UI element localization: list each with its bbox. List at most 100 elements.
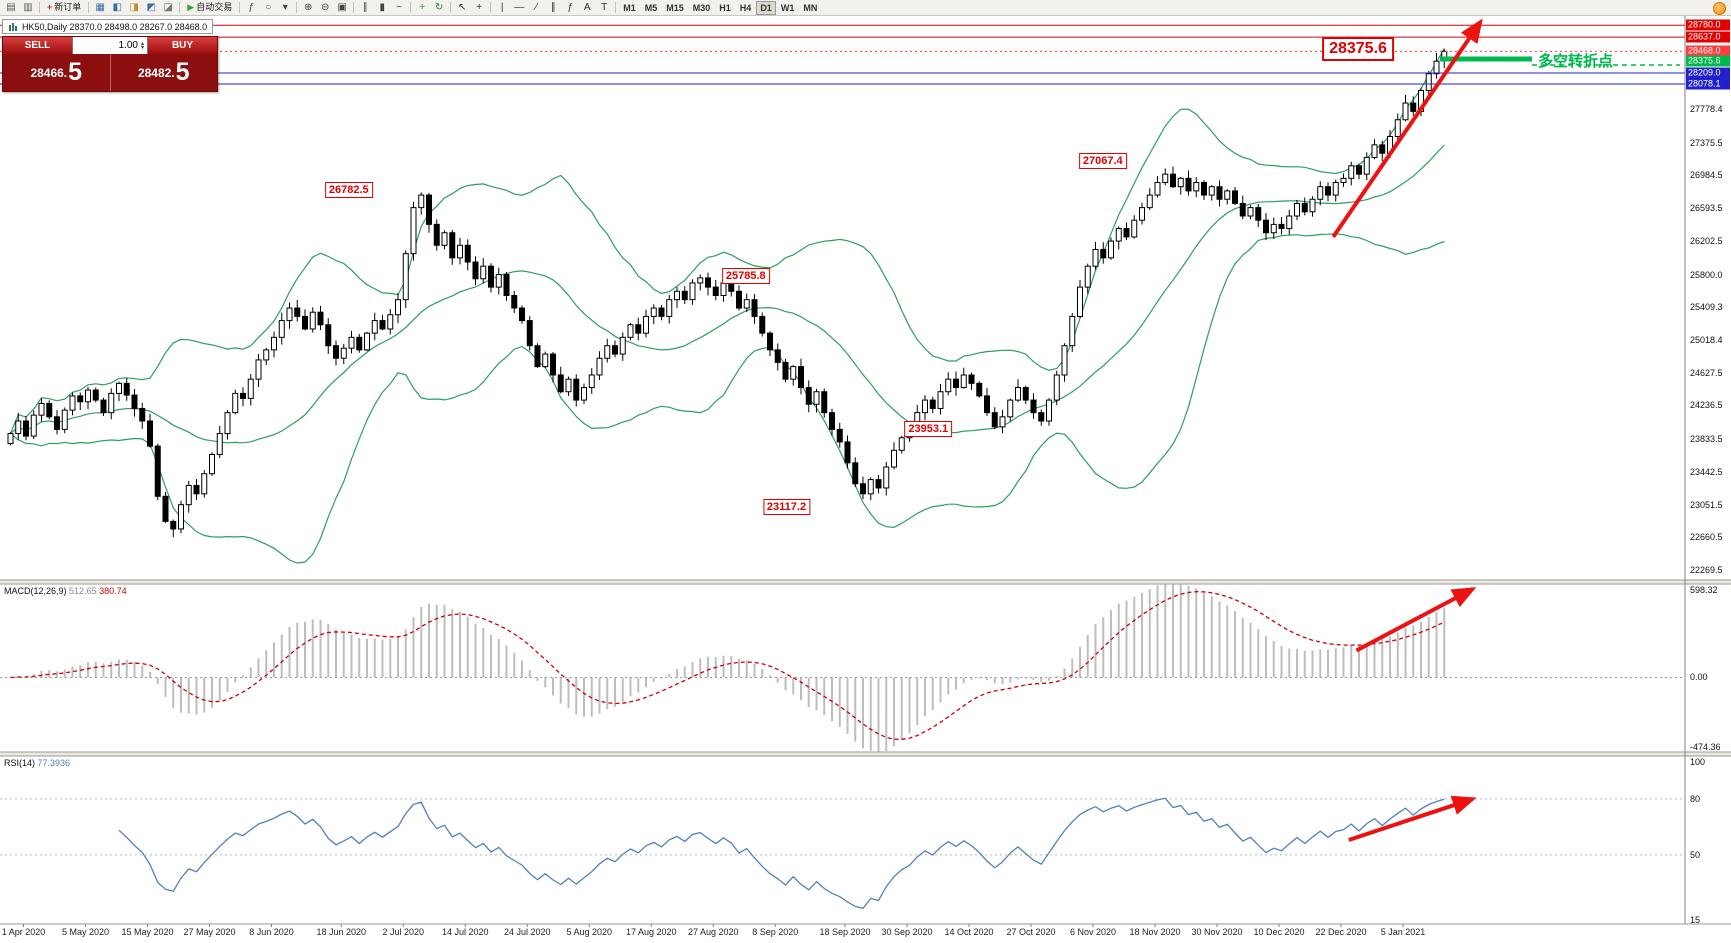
toolbar-separator: [88, 2, 90, 13]
time-axis-label: 6 Nov 2020: [1069, 927, 1117, 937]
trendline-icon[interactable]: ⁄: [535, 1, 538, 13]
fibonacci-icon[interactable]: ƒ: [567, 1, 573, 13]
candle-chart-type-icon[interactable]: ▮: [379, 1, 385, 13]
time-axis-label: 30 Sep 2020: [881, 927, 933, 937]
toolbar-separator: [296, 2, 298, 13]
time-axis-label: 5 Aug 2020: [566, 927, 613, 937]
time-axis-label: 1 Apr 2020: [1, 927, 46, 937]
macd-axis-label: -474.36: [1690, 741, 1721, 752]
tile-windows-icon[interactable]: ▣: [337, 1, 347, 13]
price-axis-label: 23442.5: [1690, 466, 1723, 477]
autotrade-button[interactable]: ▶ 自动交易: [183, 1, 236, 15]
one-click-trading-panel: SELL 1.00 ▴ ▾ BUY 28466. 5 28482. 5: [2, 36, 218, 92]
toolbar-separator: [39, 2, 40, 13]
toolbar-separator: [410, 2, 412, 13]
notification-icon[interactable]: [1713, 2, 1726, 15]
cursor-icon[interactable]: ↖: [458, 1, 467, 13]
arrow-tool-icon[interactable]: T: [601, 1, 608, 13]
volume-stepper[interactable]: ▴ ▾: [140, 40, 144, 51]
rsi-axis-label: 100: [1690, 756, 1706, 767]
time-axis-label: 18 Jun 2020: [316, 927, 367, 937]
time-axis-label: 27 May 2020: [183, 927, 236, 937]
macd-histogram: [0, 584, 1685, 752]
sell-price[interactable]: 28466. 5: [30, 58, 83, 86]
time-axis-label: 27 Oct 2020: [1006, 927, 1056, 937]
timeframe-button-m15[interactable]: M15: [666, 2, 684, 13]
text-label-icon[interactable]: A: [583, 1, 591, 13]
rsi-axis-label: 50: [1690, 849, 1701, 860]
new-order-button[interactable]: + 新订单: [43, 1, 85, 15]
time-axis-label: 22 Dec 2020: [1315, 927, 1367, 937]
horizontal-line-icon[interactable]: ―: [514, 1, 525, 13]
autotrade-button-label: 自动交易: [196, 2, 233, 12]
sell-button[interactable]: SELL: [3, 37, 72, 54]
rsi-value: 77.3936: [37, 758, 71, 768]
new-chart-icon[interactable]: ▤: [6, 1, 16, 13]
price-axis-label: 23833.5: [1690, 434, 1723, 445]
time-axis-label: 24 Jul 2020: [503, 927, 551, 937]
timeframe-button-m1[interactable]: M1: [623, 2, 636, 13]
zoom-out-icon[interactable]: ⊖: [321, 1, 330, 13]
new-order-icon: +: [47, 2, 53, 12]
price-axis-label: 25409.3: [1690, 302, 1723, 313]
profiles-icon[interactable]: ▥: [23, 1, 33, 13]
rsi-levels: [0, 798, 1685, 856]
price-axis-label: 26984.5: [1690, 170, 1723, 181]
timeframe-button-d1[interactable]: D1: [756, 0, 776, 15]
price-axis-tag: 28209.0: [1686, 67, 1730, 79]
zoom-in-icon[interactable]: ⊕: [304, 1, 313, 13]
volume-input[interactable]: 1.00 ▴ ▾: [72, 37, 148, 54]
periods-icon[interactable]: ○: [265, 1, 272, 13]
timeframe-button-h1[interactable]: H1: [719, 2, 731, 13]
new-order-button-label: 新订单: [54, 2, 82, 12]
time-axis-label: 27 Aug 2020: [687, 927, 739, 937]
trend-arrows[interactable]: [1331, 18, 1483, 842]
channel-icon[interactable]: ∥: [550, 1, 556, 13]
navigator-icon[interactable]: ◨: [129, 1, 139, 13]
line-chart-type-icon[interactable]: ~: [396, 1, 403, 13]
main-toolbar: ▤ ▥ + 新订单 ▦ ◧ ◨ ◩ ◪ ▶ 自动交易 ƒ ○ ▾ ⊕ ⊖ ▣ ∥ ▮ ~ + ↻ ↖ + | ― ⁄ ∥ ƒ A T M1 M5…: [0, 0, 1731, 16]
price-axis-tag: 28780.0: [1686, 19, 1730, 31]
bar-chart-type-icon[interactable]: ∥: [362, 1, 368, 13]
price-annotation[interactable]: 27067.4: [1078, 152, 1127, 169]
timeframe-button-w1[interactable]: W1: [780, 2, 795, 13]
price-annotation[interactable]: 28375.6: [1322, 37, 1394, 62]
time-axis-label: 2 Jul 2020: [382, 927, 425, 937]
price-axis-label: 22269.5: [1690, 565, 1723, 575]
refresh-icon[interactable]: ↻: [435, 1, 444, 13]
macd-value: 512.65: [69, 586, 97, 596]
indicators-icon[interactable]: ƒ: [248, 1, 254, 13]
price-axis-label: 26202.5: [1690, 235, 1723, 246]
templates-icon[interactable]: ▾: [282, 1, 288, 13]
time-axis-label: 15 May 2020: [121, 927, 174, 937]
rsi-indicator-label: RSI(14) 77.3936: [4, 758, 70, 768]
toolbar-separator: [490, 2, 492, 13]
time-axis-label: 5 May 2020: [61, 927, 110, 937]
timeframe-button-h4[interactable]: H4: [739, 2, 752, 13]
price-annotation[interactable]: 23953.1: [904, 421, 953, 438]
toolbar-separator: [179, 2, 181, 13]
strategy-tester-icon[interactable]: ◪: [163, 1, 173, 13]
time-axis-label: 17 Aug 2020: [625, 927, 677, 937]
buy-price[interactable]: 28482. 5: [109, 54, 218, 91]
timeframe-button-m5[interactable]: M5: [644, 2, 658, 13]
market-watch-icon[interactable]: ▦: [95, 1, 105, 13]
add-indicator-icon[interactable]: +: [419, 1, 426, 13]
price-annotation[interactable]: 25785.8: [721, 267, 770, 284]
macd-name: MACD(12,26,9): [4, 586, 67, 596]
data-window-icon[interactable]: ◧: [112, 1, 122, 13]
time-axis-label: 30 Nov 2020: [1191, 927, 1243, 937]
time-axis-label: 18 Sep 2020: [819, 927, 871, 937]
timeframe-button-mn[interactable]: MN: [803, 2, 818, 13]
crosshair-icon[interactable]: +: [476, 1, 483, 13]
terminal-icon[interactable]: ◩: [146, 1, 156, 13]
chart-symbol-icon: [9, 22, 17, 31]
price-annotation[interactable]: 26782.5: [324, 182, 373, 199]
timeframe-button-m30[interactable]: M30: [692, 2, 711, 13]
buy-button[interactable]: BUY: [148, 37, 217, 54]
turning-point-label[interactable]: 多空转折点: [1538, 53, 1614, 71]
rsi-line: [118, 797, 1445, 910]
price-annotation[interactable]: 23117.2: [762, 499, 811, 516]
vertical-line-icon[interactable]: |: [500, 1, 504, 13]
